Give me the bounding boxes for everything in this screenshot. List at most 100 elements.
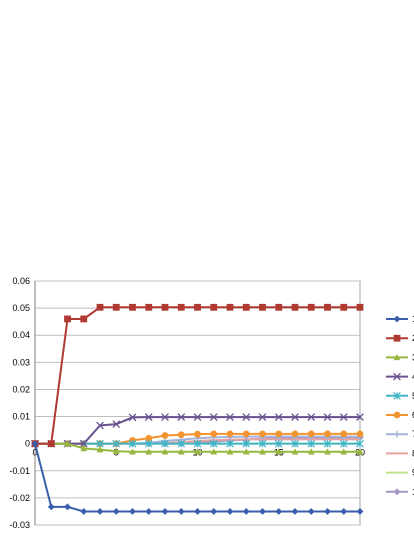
data-point	[324, 430, 331, 438]
data-point	[194, 303, 201, 311]
data-point	[291, 303, 299, 311]
legend-item: 6	[386, 410, 414, 420]
data-point	[340, 508, 348, 515]
data-point	[242, 448, 250, 455]
y-tick-label: 0.04	[12, 330, 30, 340]
data-point	[291, 439, 299, 448]
data-point	[128, 439, 137, 448]
legend-item: 8	[386, 448, 414, 458]
data-point	[177, 439, 186, 448]
legend-item: 9	[386, 468, 414, 478]
legend-label: 4	[412, 372, 414, 382]
y-tick-label: -0.03	[9, 520, 30, 530]
data-point	[393, 411, 401, 419]
data-point	[242, 439, 251, 448]
data-point	[259, 303, 266, 311]
data-point	[209, 439, 218, 448]
data-point	[307, 508, 315, 515]
data-point	[193, 439, 202, 448]
data-point	[226, 508, 234, 515]
data-point	[275, 430, 283, 438]
legend-label: 8	[412, 448, 414, 458]
x-tick-label: 0	[32, 448, 37, 458]
data-point	[177, 508, 185, 515]
data-point	[129, 303, 136, 311]
data-point	[210, 303, 218, 311]
data-point	[274, 413, 283, 421]
y-tick-label: 0.03	[12, 357, 30, 367]
y-tick-label: 0.02	[12, 384, 30, 394]
data-point	[64, 315, 71, 323]
legend-label: 5	[412, 391, 414, 401]
data-point	[291, 413, 299, 421]
data-point	[323, 413, 332, 421]
data-point	[112, 508, 120, 515]
data-point	[356, 413, 364, 421]
data-point	[112, 420, 121, 429]
y-tick-label: 0.06	[12, 276, 30, 286]
data-point	[161, 303, 169, 311]
data-point	[193, 413, 202, 421]
data-point	[145, 448, 153, 455]
data-point	[259, 508, 266, 515]
data-point	[96, 303, 104, 311]
data-point	[47, 440, 55, 448]
data-point	[259, 448, 266, 455]
data-point	[129, 448, 136, 455]
data-point	[393, 372, 401, 381]
y-tick-label: 0.05	[12, 303, 30, 313]
legend-label: 7	[412, 429, 414, 439]
data-point	[274, 439, 283, 448]
data-point	[64, 440, 71, 447]
data-point	[210, 508, 218, 515]
data-point	[275, 448, 283, 455]
data-point	[145, 508, 153, 515]
data-point	[242, 508, 250, 515]
data-point	[291, 508, 299, 515]
series-line	[35, 306, 360, 445]
legend-item: 2	[386, 333, 414, 343]
data-point	[307, 413, 316, 421]
data-point	[210, 430, 218, 438]
data-point	[275, 303, 283, 311]
data-point	[307, 303, 315, 311]
data-point	[340, 303, 348, 311]
data-point	[393, 315, 401, 323]
data-point	[144, 413, 153, 421]
data-point	[259, 430, 266, 438]
y-tick-label: -0.02	[9, 493, 30, 503]
data-point	[96, 421, 104, 430]
series-1	[31, 440, 364, 515]
data-point	[323, 439, 332, 448]
data-point	[161, 508, 169, 515]
data-point	[79, 439, 88, 448]
data-point	[393, 354, 401, 361]
data-point	[80, 508, 88, 515]
data-point	[291, 430, 299, 438]
data-point	[80, 315, 88, 323]
data-point	[194, 430, 201, 438]
y-tick-label: -0.01	[9, 466, 30, 476]
data-point	[144, 439, 153, 448]
data-point	[47, 503, 55, 511]
data-point	[145, 434, 153, 442]
legend-label: 9	[412, 468, 414, 478]
data-point	[112, 447, 120, 454]
data-point	[96, 439, 104, 448]
data-point	[356, 430, 364, 438]
data-point	[80, 445, 88, 452]
data-point	[96, 446, 104, 453]
data-point	[161, 448, 169, 455]
data-point	[129, 508, 136, 515]
data-point	[112, 439, 121, 448]
data-point	[258, 413, 267, 421]
data-point	[242, 303, 250, 311]
data-point	[307, 448, 315, 455]
data-point	[258, 439, 267, 448]
data-point	[275, 508, 283, 515]
legend-label: 2	[412, 333, 414, 343]
data-point	[177, 448, 185, 455]
legend-label: 3	[412, 352, 414, 362]
